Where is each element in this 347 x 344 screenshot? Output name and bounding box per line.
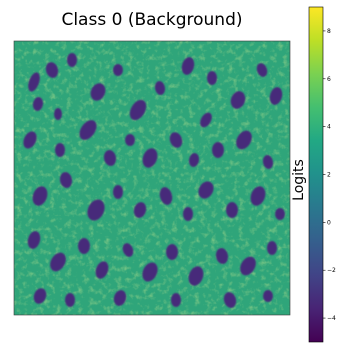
low-logit-blob	[129, 99, 147, 121]
low-logit-blob	[67, 53, 77, 67]
low-logit-blob	[171, 293, 181, 307]
low-logit-blob	[256, 63, 268, 77]
low-logit-blob	[262, 155, 274, 169]
low-logit-blob	[226, 202, 238, 218]
low-logit-blob	[79, 120, 97, 140]
low-logit-blob	[198, 181, 214, 199]
colorbar-tick-label: 6	[327, 76, 331, 83]
low-logit-blob	[236, 130, 252, 150]
low-logit-blob	[27, 231, 41, 249]
low-logit-blob	[169, 132, 183, 148]
colorbar-tick-label: −2	[327, 267, 336, 274]
low-logit-blob	[250, 186, 266, 206]
low-logit-blob	[223, 292, 237, 308]
low-logit-blob	[166, 244, 178, 260]
colorbar: −4 −2 0 2 4 6 8 Logits	[291, 6, 336, 343]
chart-title: Class 0 (Background)	[61, 10, 242, 30]
low-logit-blob	[215, 248, 229, 264]
low-logit-blob	[240, 256, 256, 276]
low-logit-blob	[267, 241, 277, 255]
low-logit-blob	[200, 112, 212, 128]
low-logit-regions	[23, 53, 285, 308]
colorbar-tick-label: 0	[327, 219, 331, 226]
low-logit-blob	[55, 143, 65, 157]
low-logit-blob	[32, 97, 44, 111]
low-logit-blob	[142, 148, 158, 168]
low-logit-blob	[230, 91, 246, 109]
colorbar-gradient	[309, 7, 323, 342]
low-logit-blob	[207, 71, 217, 85]
low-logit-blob	[33, 288, 47, 304]
low-logit-blob	[90, 83, 106, 101]
low-logit-blob	[212, 142, 224, 158]
low-logit-blob	[23, 131, 37, 149]
low-logit-blob	[122, 243, 134, 257]
low-logit-blob	[113, 290, 127, 306]
low-logit-blob	[263, 290, 273, 302]
low-logit-blob	[181, 57, 195, 75]
low-logit-blob	[154, 81, 166, 95]
colorbar-tick-label: 4	[327, 124, 331, 131]
colorbar-tick-label: 2	[327, 172, 331, 179]
colorbar-tick-label: 8	[327, 28, 331, 35]
low-logit-blob	[269, 87, 283, 105]
low-logit-blob	[45, 62, 59, 78]
low-logit-blob	[133, 202, 147, 218]
low-logit-blob	[125, 134, 135, 146]
low-logit-blob	[183, 207, 193, 221]
low-logit-blob	[188, 266, 204, 286]
low-logit-blob	[50, 252, 66, 272]
low-logit-blob	[32, 186, 48, 206]
heatmap-image	[13, 40, 291, 316]
low-logit-blob	[28, 72, 40, 92]
low-logit-blob	[54, 108, 62, 120]
low-logit-blob	[59, 172, 73, 188]
low-logit-blob	[275, 208, 285, 220]
heatmap-frame	[13, 40, 291, 316]
low-logit-blob	[65, 293, 75, 307]
low-logit-blob	[78, 238, 90, 254]
low-logit-blob	[87, 199, 105, 221]
colorbar-label: Logits	[291, 159, 307, 201]
colorbar-ticks: −4 −2 0 2 4 6 8	[323, 28, 336, 322]
colorbar-tick-label: −4	[327, 315, 336, 322]
low-logit-blob	[188, 153, 200, 167]
low-logit-blob	[103, 150, 117, 166]
low-logit-blob	[142, 262, 158, 282]
low-logit-blob	[113, 185, 123, 199]
low-logit-blob	[95, 261, 109, 279]
low-logit-blob	[113, 64, 123, 76]
low-logit-blob	[159, 187, 173, 205]
